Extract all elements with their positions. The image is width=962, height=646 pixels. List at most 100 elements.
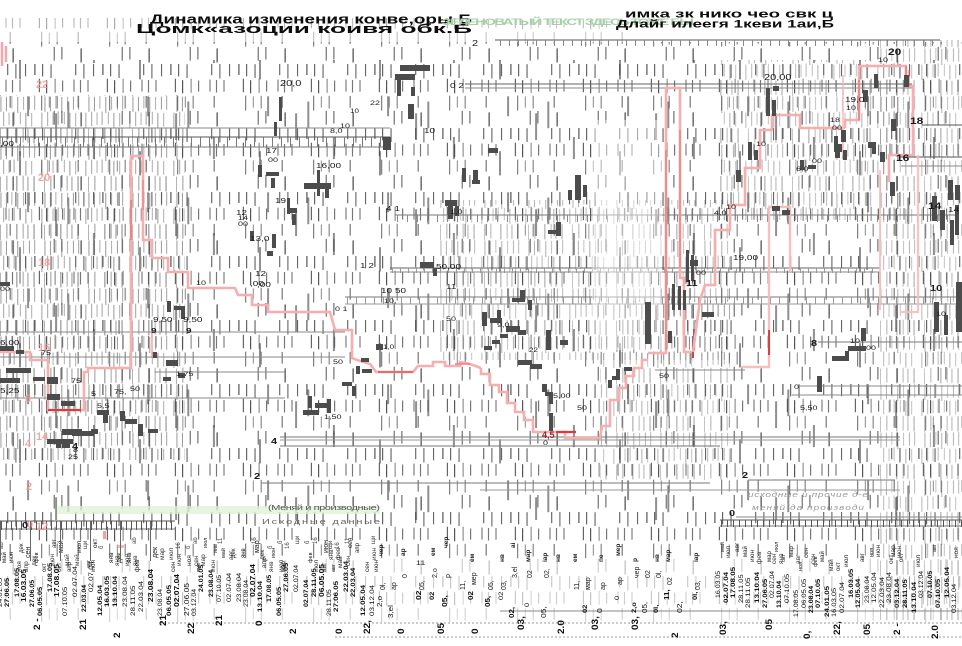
svg-text:iaр: iaр (693, 553, 700, 562)
svg-text:5,25: 5,25 (0, 386, 20, 394)
svg-text:янв: янв (328, 549, 335, 560)
svg-text:28.11.05: 28.11.05 (311, 568, 317, 597)
svg-text:2,о: 2,о (432, 568, 439, 578)
svg-text:6,0: 6,0 (796, 165, 809, 173)
svg-text:8: 8 (73, 446, 79, 454)
svg-text:05,: 05, (539, 606, 548, 618)
svg-text:6: 6 (25, 393, 31, 405)
svg-text:мар: мар (585, 577, 592, 590)
svg-text:щи: щи (328, 541, 334, 549)
svg-text:0: 0 (22, 521, 28, 530)
svg-text:10 50: 10 50 (381, 286, 406, 294)
svg-text:9: 9 (151, 326, 157, 334)
svg-text:16: 16 (176, 542, 182, 549)
svg-text:2,о: 2,о (375, 596, 384, 607)
svg-text:6,00: 6,00 (0, 338, 20, 346)
svg-text:июн: июн (9, 552, 15, 563)
svg-text:ем: ем (572, 553, 579, 562)
svg-text:50: 50 (659, 372, 670, 380)
svg-text:ab: ab (193, 537, 199, 544)
svg-text:б: б (268, 545, 274, 549)
svg-text:03,: 03, (695, 580, 702, 590)
svg-text:чер: чер (634, 566, 641, 578)
svg-text:10: 10 (340, 122, 351, 130)
svg-text:17.08.05: 17.08.05 (793, 589, 799, 617)
svg-text:щи: щи (295, 536, 301, 544)
svg-text:сен: сен (345, 555, 352, 566)
svg-text:5,5: 5,5 (97, 402, 110, 410)
svg-text:ар: ар (400, 548, 407, 556)
svg-text:окт: окт (899, 553, 905, 562)
svg-text:нв: нв (499, 554, 506, 562)
svg-text:10: 10 (424, 126, 435, 134)
svg-text:сен: сен (25, 547, 32, 558)
svg-text:2: 2 (288, 628, 298, 634)
svg-text:03,: 03, (501, 580, 508, 590)
svg-text:июн: июн (373, 559, 380, 572)
svg-text:9,50: 9,50 (153, 315, 173, 323)
svg-text:05: 05 (862, 623, 872, 635)
svg-text:19: 19 (275, 196, 286, 204)
svg-text:апр: апр (23, 561, 30, 572)
svg-text:07.10.05: 07.10.05 (935, 579, 941, 608)
svg-text:июн: июн (896, 545, 903, 558)
svg-text:23.08.04: 23.08.04 (121, 576, 129, 607)
svg-text:02: 02 (466, 591, 475, 600)
svg-text:июн: июн (176, 553, 183, 566)
svg-text:02: 02 (414, 590, 423, 600)
svg-text:iaр: iaр (542, 553, 549, 562)
svg-text:02.07.04: 02.07.04 (303, 579, 309, 607)
svg-text:12.05.04: 12.05.04 (943, 566, 951, 598)
svg-text:б: б (278, 540, 284, 544)
svg-text:22.03.04: 22.03.04 (342, 560, 350, 592)
svg-text:13.10.04: 13.10.04 (776, 580, 782, 608)
svg-text:11: 11 (686, 279, 698, 288)
svg-text:03.12.04: 03.12.04 (894, 579, 900, 608)
svg-text:p: p (632, 558, 639, 562)
svg-text:00: 00 (812, 157, 823, 165)
svg-text:сен: сен (803, 547, 810, 558)
svg-text:фев: фев (308, 552, 314, 563)
svg-text:9,0: 9,0 (497, 321, 510, 329)
svg-text:06.05.05: 06.05.05 (37, 587, 43, 616)
svg-text:5: 5 (91, 390, 97, 398)
svg-text:дек: дек (152, 546, 159, 558)
svg-text:0 1: 0 1 (335, 305, 348, 313)
svg-text:02: 02 (497, 592, 505, 600)
svg-text:28.11.05: 28.11.05 (129, 586, 137, 616)
svg-text:июн: июн (323, 540, 330, 553)
svg-text:11,: 11, (662, 589, 671, 600)
svg-text:22: 22 (370, 99, 381, 107)
svg-text:24.01.05: 24.01.05 (198, 564, 204, 592)
svg-text:18: 18 (830, 116, 841, 124)
svg-text:июл: июл (774, 542, 780, 552)
svg-text:чер: чер (378, 545, 385, 556)
svg-text:06.05.05: 06.05.05 (801, 579, 807, 608)
svg-text:май: май (742, 546, 749, 557)
svg-text:5,50: 5,50 (800, 404, 818, 412)
svg-text:20: 20 (888, 47, 901, 57)
svg-text:07.10.05: 07.10.05 (62, 587, 68, 616)
svg-text:23.08.04: 23.08.04 (208, 569, 214, 597)
svg-text:окт: окт (836, 562, 842, 571)
svg-text:меняй да производи: меняй да производи (752, 504, 864, 512)
svg-text:июн: июн (371, 547, 378, 560)
svg-text:мар: мар (281, 561, 287, 572)
svg-text:13.10.04: 13.10.04 (753, 571, 761, 603)
svg-text:12.05.04: 12.05.04 (870, 572, 878, 603)
svg-text:75: 75 (41, 349, 52, 357)
svg-text:10: 10 (756, 140, 767, 148)
svg-text:(Меняй и производные): (Меняй и производные) (268, 504, 380, 513)
svg-text:19,0: 19,0 (845, 95, 865, 103)
svg-text:2 -: 2 - (892, 623, 902, 635)
svg-text:00: 00 (696, 269, 707, 277)
svg-text:июн: июн (875, 544, 882, 557)
svg-text:27.06.05: 27.06.05 (29, 579, 35, 607)
svg-text:17.08.05: 17.08.05 (47, 563, 53, 592)
svg-text:янв: янв (196, 563, 202, 572)
svg-text:ар: ар (600, 582, 607, 590)
svg-text:02: 02 (667, 577, 674, 585)
svg-text:апр: апр (355, 542, 361, 553)
svg-text:нв: нв (555, 554, 562, 562)
svg-text:20,0: 20,0 (280, 79, 302, 88)
